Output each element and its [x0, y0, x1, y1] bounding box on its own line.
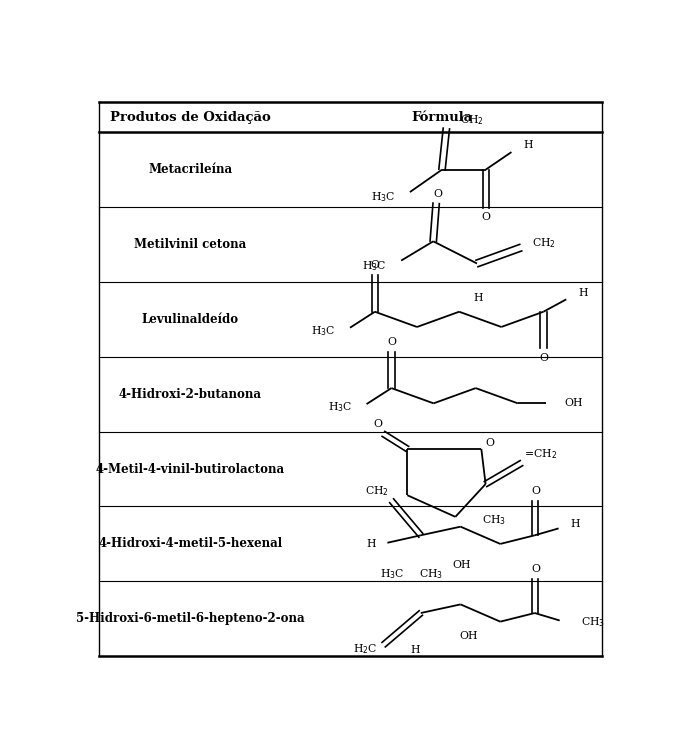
Text: 4-Hidroxi-4-metil-5-hexenal: 4-Hidroxi-4-metil-5-hexenal [98, 537, 282, 551]
Text: 4-Metil-4-vinil-butirolactona: 4-Metil-4-vinil-butirolactona [96, 462, 285, 476]
Text: CH$_3$: CH$_3$ [419, 567, 443, 581]
Text: O: O [387, 337, 396, 347]
Text: O: O [373, 418, 382, 429]
Text: Fórmula: Fórmula [411, 111, 473, 124]
Text: =CH$_2$: =CH$_2$ [524, 447, 557, 461]
Text: H$_3$C: H$_3$C [380, 567, 405, 580]
Text: O: O [532, 564, 541, 574]
Text: H: H [523, 140, 533, 149]
Text: Metacrileína: Metacrileína [148, 163, 233, 176]
Text: OH: OH [453, 560, 471, 570]
Text: CH$_3$: CH$_3$ [482, 513, 506, 527]
Text: O: O [532, 486, 541, 496]
Text: O: O [539, 353, 548, 363]
Text: O: O [482, 212, 490, 223]
Text: H: H [578, 288, 588, 298]
Text: H: H [474, 293, 483, 303]
Text: H: H [366, 539, 376, 549]
Text: O: O [370, 261, 380, 270]
Text: OH: OH [459, 631, 477, 641]
Text: CH$_2$: CH$_2$ [365, 484, 389, 498]
Text: Produtos de Oxidação: Produtos de Oxidação [110, 111, 271, 124]
Text: H$_3$C: H$_3$C [363, 259, 387, 273]
Text: CH$_2$: CH$_2$ [532, 236, 556, 250]
Text: H: H [570, 519, 580, 530]
Text: CH$_3$: CH$_3$ [581, 615, 605, 628]
Text: H$_3$C: H$_3$C [328, 400, 352, 415]
Text: O: O [433, 189, 443, 199]
Text: H: H [410, 645, 420, 655]
Text: 5-Hidroxi-6-metil-6-hepteno-2-ona: 5-Hidroxi-6-metil-6-hepteno-2-ona [76, 613, 304, 625]
Text: CH$_2$: CH$_2$ [460, 114, 484, 127]
Text: H$_2$C: H$_2$C [353, 642, 378, 656]
Text: Metilvinil cetona: Metilvinil cetona [134, 238, 246, 251]
Text: H$_3$C: H$_3$C [371, 190, 395, 204]
Text: H$_3$C: H$_3$C [311, 324, 336, 338]
Text: Levulinaldeído: Levulinaldeído [142, 313, 239, 326]
Text: 4-Hidroxi-2-butanona: 4-Hidroxi-2-butanona [119, 388, 262, 400]
Text: OH: OH [564, 398, 582, 409]
Text: O: O [486, 438, 495, 448]
